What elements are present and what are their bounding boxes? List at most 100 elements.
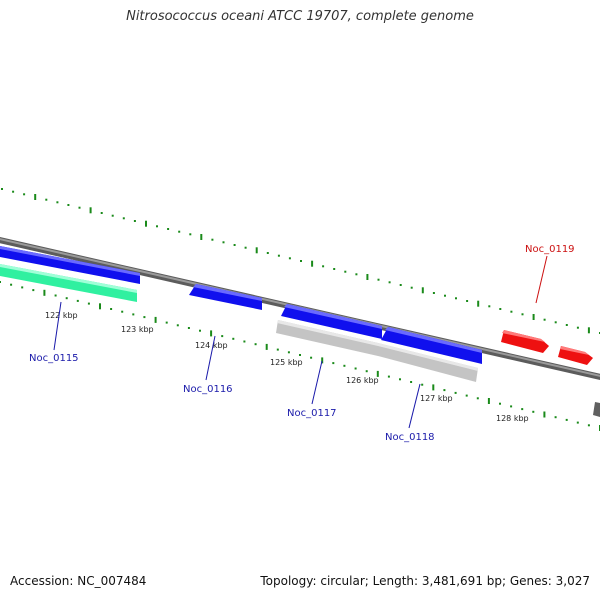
minor-tick [543, 318, 546, 321]
gene-noc0118-forward[interactable] [381, 327, 482, 364]
minor-tick [343, 364, 346, 367]
minor-tick [587, 424, 590, 427]
kbp-label-125: 125 kbp [270, 358, 303, 367]
minor-tick [110, 308, 113, 310]
minor-tick [222, 241, 225, 244]
minor-tick [510, 405, 513, 408]
minor-tick [454, 391, 457, 394]
major-tick [265, 343, 268, 350]
gene-noc0117-forward[interactable] [281, 304, 382, 339]
minor-tick [32, 289, 35, 292]
minor-tick [100, 212, 103, 214]
minor-tick [243, 340, 246, 343]
gene-label-noc0117[interactable]: Noc_0117 [287, 408, 337, 419]
minor-tick [277, 254, 280, 257]
major-tick [89, 207, 92, 214]
major-tick [421, 287, 424, 294]
major-tick [210, 330, 213, 337]
major-tick [366, 274, 369, 280]
map-title: Nitrosococcus oceani ATCC 19707, complet… [126, 9, 474, 24]
major-tick [34, 194, 37, 200]
minor-tick [466, 300, 469, 302]
minor-tick [54, 294, 57, 297]
minor-tick [12, 190, 15, 193]
minor-tick [0, 281, 1, 283]
major-tick [145, 220, 147, 227]
minor-tick [521, 313, 524, 316]
minor-tick [388, 281, 391, 284]
minor-tick [432, 292, 435, 294]
gene-label-noc0116[interactable]: Noc_0116 [183, 384, 233, 395]
minor-tick [10, 283, 13, 286]
major-tick [200, 234, 203, 240]
minor-tick [576, 421, 579, 424]
minor-tick [56, 201, 59, 204]
minor-tick [189, 233, 192, 236]
gene-noc0118-gray[interactable] [378, 343, 478, 382]
gene-label-noc0118[interactable]: Noc_0118 [385, 432, 435, 443]
minor-tick [233, 244, 236, 246]
major-tick [532, 314, 535, 320]
minor-tick [532, 410, 535, 413]
minor-tick [121, 310, 124, 313]
minor-tick [300, 260, 302, 262]
leader-line-noc0118 [408, 383, 421, 429]
kbp-label-126: 126 kbp [346, 376, 379, 385]
major-tick [154, 316, 157, 323]
minor-tick [554, 321, 557, 324]
minor-tick [444, 294, 446, 297]
minor-tick [199, 329, 201, 332]
kbp-label-128: 128 kbp [496, 414, 529, 423]
minor-tick [1, 188, 3, 190]
gene-label-noc0115[interactable]: Noc_0115 [29, 353, 79, 364]
major-tick [477, 300, 480, 307]
minor-tick [354, 367, 357, 370]
minor-tick [167, 228, 170, 230]
inner-tick-track [0, 281, 600, 431]
gene-noc0116-forward[interactable] [189, 284, 262, 310]
outer-tick-track [1, 188, 600, 334]
minor-tick [165, 321, 168, 324]
minor-tick [23, 193, 26, 196]
minor-tick [344, 270, 347, 273]
gene-noc0115-reverse[interactable] [0, 264, 137, 302]
minor-tick [499, 402, 501, 405]
major-tick [376, 370, 379, 377]
minor-tick [187, 327, 190, 329]
minor-tick [387, 375, 390, 378]
minor-tick [143, 316, 146, 319]
major-tick [487, 398, 490, 404]
major-tick [255, 247, 258, 254]
major-tick [99, 303, 101, 310]
minor-tick [76, 299, 79, 302]
minor-tick [410, 286, 413, 289]
minor-tick [443, 389, 446, 392]
gene-label-noc0119[interactable]: Noc_0119 [525, 244, 575, 255]
minor-tick [266, 252, 269, 254]
minor-tick [232, 337, 235, 340]
minor-tick [455, 297, 457, 300]
gene-noc0117-gray[interactable] [276, 320, 378, 356]
gene-edge-dark[interactable] [593, 402, 600, 417]
minor-tick [554, 416, 557, 419]
minor-tick [176, 324, 179, 327]
kbp-label-122: 122 kbp [45, 311, 78, 320]
leader-line-noc0119 [535, 255, 548, 304]
minor-tick [310, 356, 313, 359]
leader-line-noc0116 [205, 335, 216, 381]
minor-tick [254, 343, 257, 346]
minor-tick [87, 302, 90, 305]
minor-tick [21, 286, 24, 289]
gene-noc0120-rna[interactable] [558, 346, 593, 365]
topology-stats-text: Topology: circular; Length: 3,481,691 bp… [260, 574, 590, 588]
minor-tick [565, 418, 568, 421]
gene-noc0114-forward[interactable] [0, 246, 140, 284]
minor-tick [111, 214, 114, 217]
minor-tick [355, 273, 358, 276]
major-tick [587, 327, 590, 334]
minor-tick [45, 198, 48, 201]
minor-tick [421, 383, 424, 386]
major-tick [43, 289, 46, 296]
gene-noc0119-rna[interactable] [501, 330, 549, 353]
minor-tick [377, 278, 380, 281]
